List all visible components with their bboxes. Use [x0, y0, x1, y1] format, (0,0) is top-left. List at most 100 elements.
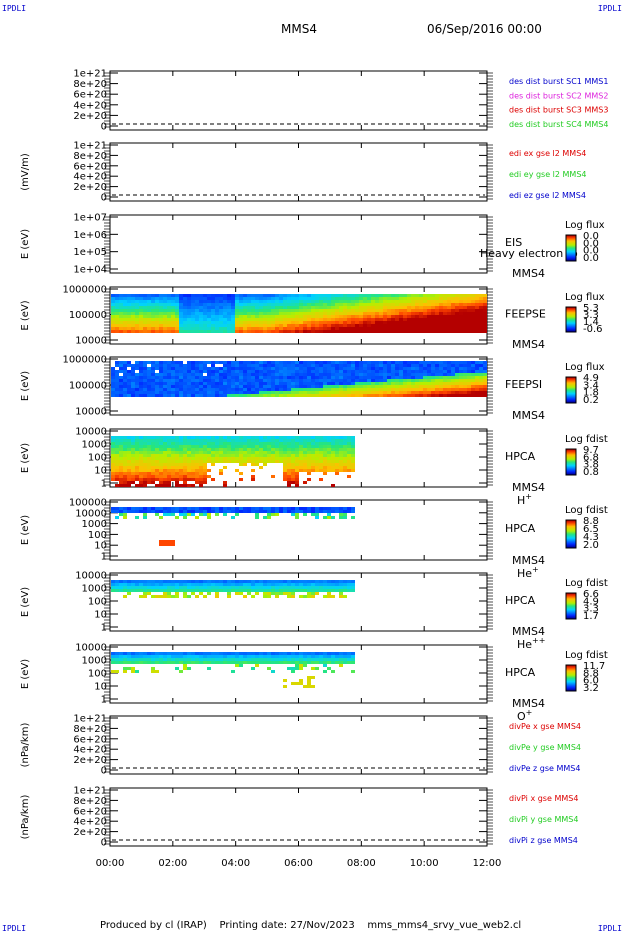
heatmap-cell — [179, 382, 183, 385]
heatmap-cell — [171, 655, 175, 658]
heatmap-cell — [339, 303, 343, 306]
heatmap-cell — [259, 586, 263, 589]
heatmap-cell — [479, 373, 483, 376]
heatmap-cell — [259, 583, 263, 586]
colorbar-swatch — [566, 258, 576, 261]
heatmap-cell — [259, 306, 263, 309]
heatmap-cell — [315, 327, 319, 330]
heatmap-cell — [223, 303, 227, 306]
heatmap-cell — [319, 367, 323, 370]
heatmap-cell — [179, 670, 183, 673]
heatmap-cell — [339, 469, 343, 472]
heatmap-cell — [327, 367, 331, 370]
heatmap-cell — [223, 330, 227, 333]
heatmap-cell — [239, 586, 243, 589]
heatmap-cell — [175, 445, 179, 448]
heatmap-cell — [267, 592, 271, 595]
heatmap-cell — [279, 300, 283, 303]
heatmap-cell — [363, 321, 367, 324]
heatmap-cell — [163, 652, 167, 655]
heatmap-cell — [239, 330, 243, 333]
heatmap-cell — [339, 466, 343, 469]
heatmap-cell — [463, 318, 467, 321]
heatmap-cell — [215, 655, 219, 658]
heatmap-cell — [175, 460, 179, 463]
heatmap-cell — [303, 300, 307, 303]
heatmap-cell — [231, 448, 235, 451]
heatmap-cell — [227, 297, 231, 300]
heatmap-cell — [287, 595, 291, 598]
heatmap-cell — [223, 507, 227, 510]
heatmap-cell — [151, 652, 155, 655]
heatmap-cell — [483, 318, 487, 321]
heatmap-cell — [151, 658, 155, 661]
heatmap-cell — [459, 321, 463, 324]
heatmap-cell — [235, 327, 239, 330]
heatmap-cell — [227, 370, 231, 373]
heatmap-cell — [347, 475, 351, 478]
heatmap-cell — [127, 655, 131, 658]
heatmap-cell — [215, 454, 219, 457]
heatmap-cell — [395, 300, 399, 303]
heatmap-cell — [183, 484, 187, 487]
heatmap-cell — [483, 385, 487, 388]
heatmap-cell — [151, 300, 155, 303]
heatmap-cell — [231, 583, 235, 586]
heatmap-cell — [219, 460, 223, 463]
heatmap-cell — [199, 655, 203, 658]
heatmap-cell — [143, 457, 147, 460]
heatmap-cell — [443, 315, 447, 318]
heatmap-cell — [347, 436, 351, 439]
heatmap-cell — [367, 315, 371, 318]
heatmap-cell — [359, 385, 363, 388]
heatmap-cell — [283, 391, 287, 394]
heatmap-cell — [243, 367, 247, 370]
colorbar-value: 3.3 — [583, 604, 599, 615]
heatmap-cell — [199, 309, 203, 312]
heatmap-cell — [463, 361, 467, 364]
heatmap-cell — [147, 312, 151, 315]
heatmap-cell — [455, 330, 459, 333]
heatmap-cell — [455, 367, 459, 370]
heatmap-cell — [271, 327, 275, 330]
heatmap-cell — [207, 367, 211, 370]
heatmap-cell — [379, 373, 383, 376]
heatmap-cell — [471, 385, 475, 388]
heatmap-cell — [395, 318, 399, 321]
heatmap-cell — [119, 460, 123, 463]
heatmap-cell — [359, 367, 363, 370]
heatmap-cell — [283, 321, 287, 324]
heatmap-cell — [287, 385, 291, 388]
heatmap-cell — [383, 300, 387, 303]
heatmap-cell — [307, 373, 311, 376]
heatmap-cell — [163, 475, 167, 478]
heatmap-cell — [391, 373, 395, 376]
heatmap-cell — [207, 516, 211, 519]
heatmap-cell — [255, 306, 259, 309]
heatmap-cell — [203, 469, 207, 472]
heatmap-cell — [251, 373, 255, 376]
colorbar-swatch — [566, 453, 576, 455]
heatmap-cell — [211, 306, 215, 309]
heatmap-cell — [143, 466, 147, 469]
heatmap-cell — [275, 448, 279, 451]
heatmap-cell — [283, 469, 287, 472]
heatmap-cell — [227, 661, 231, 664]
heatmap-cell — [155, 367, 159, 370]
y-tick-label: 4e+20 — [73, 745, 107, 756]
heatmap-cell — [195, 481, 199, 484]
heatmap-cell — [355, 321, 359, 324]
heatmap-cell — [267, 583, 271, 586]
x-tick-label: 12:00 — [473, 858, 502, 869]
heatmap-cell — [343, 388, 347, 391]
heatmap-cell — [223, 300, 227, 303]
heatmap-cell — [263, 309, 267, 312]
heatmap-cell — [443, 306, 447, 309]
heatmap-cell — [219, 294, 223, 297]
heatmap-cell — [351, 589, 355, 592]
heatmap-cell — [435, 318, 439, 321]
heatmap-cell — [271, 586, 275, 589]
heatmap-cell — [447, 364, 451, 367]
heatmap-cell — [187, 478, 191, 481]
heatmap-cell — [411, 388, 415, 391]
